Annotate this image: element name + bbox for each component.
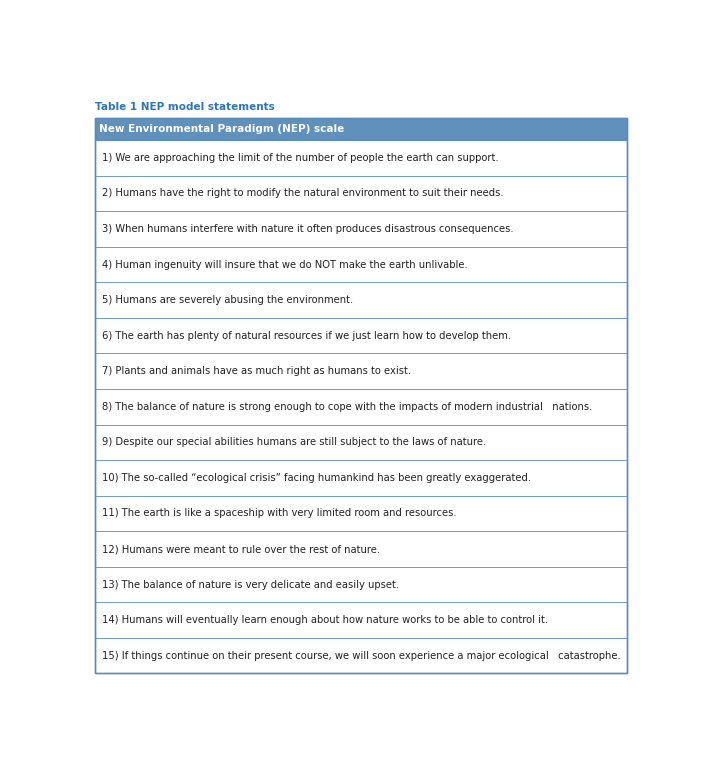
Text: 4) Human ingenuity will insure that we do NOT make the earth unlivable.: 4) Human ingenuity will insure that we d…: [101, 260, 467, 270]
Bar: [95, 424, 627, 460]
Bar: [95, 567, 627, 603]
Text: New Environmental Paradigm (NEP) scale: New Environmental Paradigm (NEP) scale: [99, 124, 345, 134]
Bar: [95, 318, 627, 354]
Text: 12) Humans were meant to rule over the rest of nature.: 12) Humans were meant to rule over the r…: [101, 544, 379, 554]
Bar: [95, 496, 627, 531]
Text: 11) The earth is like a spaceship with very limited room and resources.: 11) The earth is like a spaceship with v…: [101, 508, 456, 518]
Text: Table 1 NEP model statements: Table 1 NEP model statements: [95, 102, 275, 112]
Bar: [95, 247, 627, 283]
Bar: [95, 354, 627, 389]
Text: 13) The balance of nature is very delicate and easily upset.: 13) The balance of nature is very delica…: [101, 580, 398, 590]
Bar: [95, 283, 627, 318]
Text: 2) Humans have the right to modify the natural environment to suit their needs.: 2) Humans have the right to modify the n…: [101, 188, 503, 198]
Text: 7) Plants and animals have as much right as humans to exist.: 7) Plants and animals have as much right…: [101, 367, 410, 376]
Bar: [95, 531, 627, 567]
Bar: [95, 638, 627, 674]
Text: 1) We are approaching the limit of the number of people the earth can support.: 1) We are approaching the limit of the n…: [101, 153, 498, 163]
Bar: [95, 176, 627, 211]
Text: 10) The so-called “ecological crisis” facing humankind has been greatly exaggera: 10) The so-called “ecological crisis” fa…: [101, 473, 531, 483]
Text: 3) When humans interfere with nature it often produces disastrous consequences.: 3) When humans interfere with nature it …: [101, 224, 513, 234]
Bar: [95, 211, 627, 247]
Text: 15) If things continue on their present course, we will soon experience a major : 15) If things continue on their present …: [101, 651, 620, 661]
Text: 14) Humans will eventually learn enough about how nature works to be able to con: 14) Humans will eventually learn enough …: [101, 615, 548, 625]
Bar: [95, 389, 627, 424]
Bar: [95, 460, 627, 496]
Text: 6) The earth has plenty of natural resources if we just learn how to develop the: 6) The earth has plenty of natural resou…: [101, 331, 511, 341]
Bar: [95, 140, 627, 176]
Text: 5) Humans are severely abusing the environment.: 5) Humans are severely abusing the envir…: [101, 295, 353, 305]
Text: 9) Despite our special abilities humans are still subject to the laws of nature.: 9) Despite our special abilities humans …: [101, 437, 486, 447]
Text: 8) The balance of nature is strong enough to cope with the impacts of modern ind: 8) The balance of nature is strong enoug…: [101, 402, 592, 411]
Bar: [95, 603, 627, 638]
Bar: [95, 118, 627, 140]
